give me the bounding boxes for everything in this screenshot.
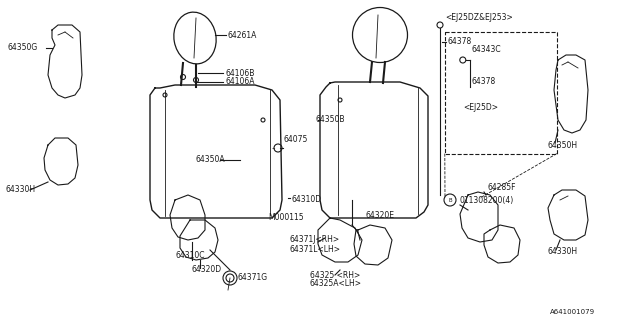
Text: 64350B: 64350B [315, 116, 344, 124]
Text: 64378: 64378 [472, 77, 496, 86]
Text: 64371J<RH>: 64371J<RH> [290, 236, 340, 244]
Text: 64320D: 64320D [192, 266, 222, 275]
Text: M000115: M000115 [268, 213, 303, 222]
Text: 64310D: 64310D [292, 196, 322, 204]
Text: 64106B: 64106B [225, 68, 254, 77]
Text: 64343C: 64343C [472, 45, 501, 54]
Text: 64330H: 64330H [548, 247, 578, 257]
Text: 64325A<LH>: 64325A<LH> [310, 279, 362, 289]
Text: 64350G: 64350G [8, 44, 38, 52]
Text: 64350A: 64350A [195, 156, 225, 164]
Text: 64075: 64075 [283, 135, 307, 145]
Text: <EJ25DZ&EJ253>: <EJ25DZ&EJ253> [445, 13, 513, 22]
Text: 64320E: 64320E [365, 211, 394, 220]
Text: 64325 <RH>: 64325 <RH> [310, 270, 360, 279]
Text: 64350H: 64350H [548, 140, 578, 149]
Text: 64330H: 64330H [5, 186, 35, 195]
Text: 64310C: 64310C [175, 251, 205, 260]
Text: 64371L<LH>: 64371L<LH> [290, 245, 341, 254]
Text: 64378: 64378 [448, 37, 472, 46]
Text: <EJ25D>: <EJ25D> [463, 102, 498, 111]
Text: A641001079: A641001079 [550, 309, 595, 315]
Text: 64106A: 64106A [225, 77, 255, 86]
Text: 011308200(4): 011308200(4) [460, 196, 515, 204]
Text: 64285F: 64285F [488, 183, 516, 193]
Text: B: B [448, 197, 452, 203]
Text: 64371G: 64371G [238, 274, 268, 283]
Text: 64261A: 64261A [228, 30, 257, 39]
